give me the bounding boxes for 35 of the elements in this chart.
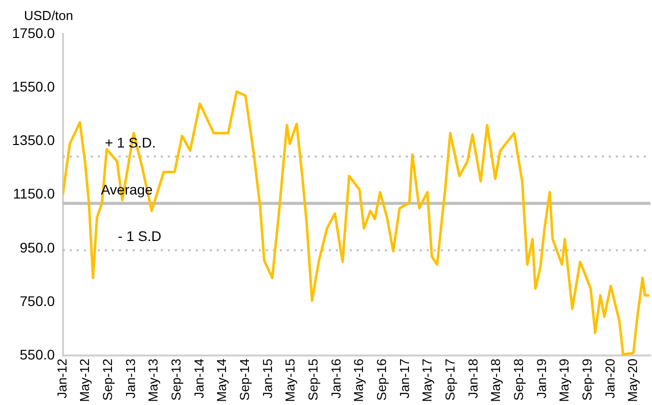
x-tick-label: Jan-18 bbox=[465, 358, 480, 398]
x-tick-label: Jan-14 bbox=[191, 358, 206, 398]
x-tick-label: Jan-15 bbox=[260, 358, 275, 398]
x-tick-label: Sep-12 bbox=[100, 358, 116, 401]
y-tick-label: 550.0 bbox=[20, 346, 56, 363]
x-tick-label: May-19 bbox=[556, 358, 572, 402]
x-tick-label: May-12 bbox=[77, 358, 92, 402]
x-tick-label: Jan-13 bbox=[123, 358, 138, 398]
x-tick-label: May-20 bbox=[624, 358, 640, 402]
x-tick-label: Jan-12 bbox=[54, 358, 70, 398]
x-tick-label: Sep-18 bbox=[510, 358, 526, 401]
x-tick-label: Jan-17 bbox=[396, 358, 412, 398]
x-tick-label: Sep-17 bbox=[442, 358, 458, 401]
x-tick-label: Jan-20 bbox=[602, 358, 618, 398]
x-tick-label: Sep-14 bbox=[237, 358, 252, 401]
x-tick-label: Sep-13 bbox=[168, 358, 184, 401]
x-tick-label: Sep-19 bbox=[579, 358, 594, 401]
y-axis-title: USD/ton bbox=[24, 8, 74, 24]
y-tick-label: 1550.0 bbox=[12, 78, 56, 94]
x-tick-label: Sep-16 bbox=[374, 358, 390, 401]
x-tick-label: May-13 bbox=[146, 358, 161, 402]
y-tick-label: 1750.0 bbox=[12, 24, 56, 41]
x-tick-label: May-14 bbox=[214, 358, 229, 402]
y-tick-label: 750.0 bbox=[20, 292, 56, 309]
y-tick-label: 1350.0 bbox=[12, 132, 56, 148]
x-tick-label: May-18 bbox=[488, 358, 503, 402]
y-tick-label: 1150.0 bbox=[13, 186, 56, 202]
ref-line-label: - 1 S.D bbox=[118, 228, 162, 244]
x-tick-label: Sep-15 bbox=[305, 358, 320, 401]
x-tick-label: Jan-16 bbox=[328, 358, 344, 398]
x-tick-label: Jan-19 bbox=[534, 358, 549, 398]
x-tick-label: May-17 bbox=[419, 358, 434, 402]
y-tick-label: 950.0 bbox=[20, 239, 56, 256]
x-tick-label: May-15 bbox=[282, 358, 298, 402]
x-tick-label: May-16 bbox=[351, 358, 366, 402]
